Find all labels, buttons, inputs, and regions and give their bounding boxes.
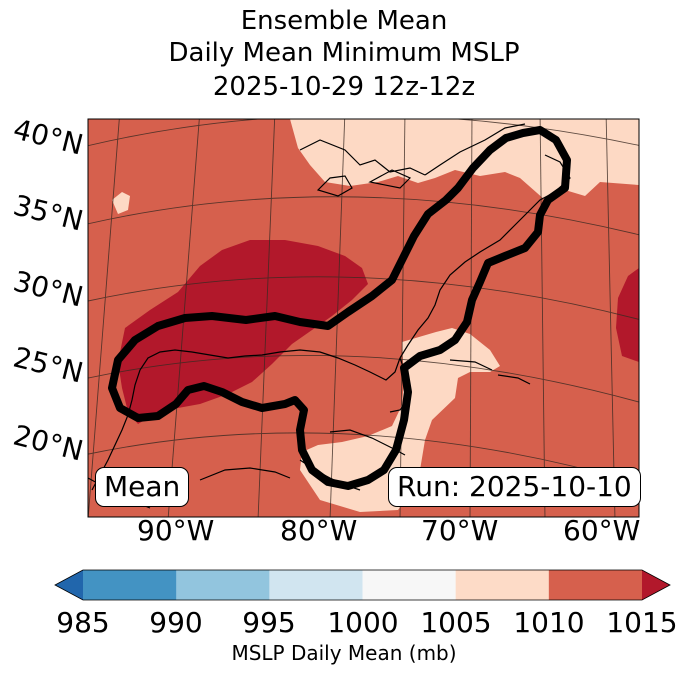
- colorbar-tick-995: 995: [242, 606, 296, 639]
- lon-label-80w: 80°W: [280, 514, 358, 547]
- colorbar-segment: [176, 570, 270, 600]
- run-date-badge: Run: 2025-10-10: [388, 467, 641, 507]
- colorbar-under-arrow: [55, 570, 83, 600]
- map-frame: [87, 118, 640, 518]
- colorbar-segment: [548, 570, 643, 600]
- colorbar-tick-1015: 1015: [606, 606, 678, 639]
- title-line-1: Ensemble Mean: [240, 6, 448, 36]
- lon-label-90w: 90°W: [137, 514, 215, 547]
- field-above-1015-east: [616, 268, 639, 362]
- colorbar-tick-1005: 1005: [420, 606, 492, 639]
- colorbar-tick-985: 985: [56, 606, 110, 639]
- lon-label-70w: 70°W: [421, 514, 499, 547]
- title-line-3: 2025-10-29 12z-12z: [212, 72, 476, 102]
- colorbar-label: MSLP Daily Mean (mb): [231, 641, 457, 665]
- colorbar-tick-990: 990: [149, 606, 203, 639]
- colorbar-segment: [362, 570, 457, 600]
- lon-label-60w: 60°W: [563, 514, 641, 547]
- colorbar-segment: [269, 570, 363, 600]
- title-line-2: Daily Mean Minimum MSLP: [168, 38, 520, 68]
- threshold-contour: [108, 126, 571, 490]
- colorbar-tick-1000: 1000: [327, 606, 399, 639]
- colorbar-over-arrow: [642, 570, 670, 600]
- map-area: [88, 119, 639, 517]
- mean-badge: Mean: [95, 467, 190, 507]
- colorbar-segment: [83, 570, 177, 600]
- colorbar-segment: [455, 570, 550, 600]
- colorbar-tick-1010: 1010: [513, 606, 585, 639]
- colorbar: [54, 569, 671, 601]
- field-above-1015-gulf: [118, 240, 368, 424]
- field-1005-1010-speck: [112, 192, 130, 214]
